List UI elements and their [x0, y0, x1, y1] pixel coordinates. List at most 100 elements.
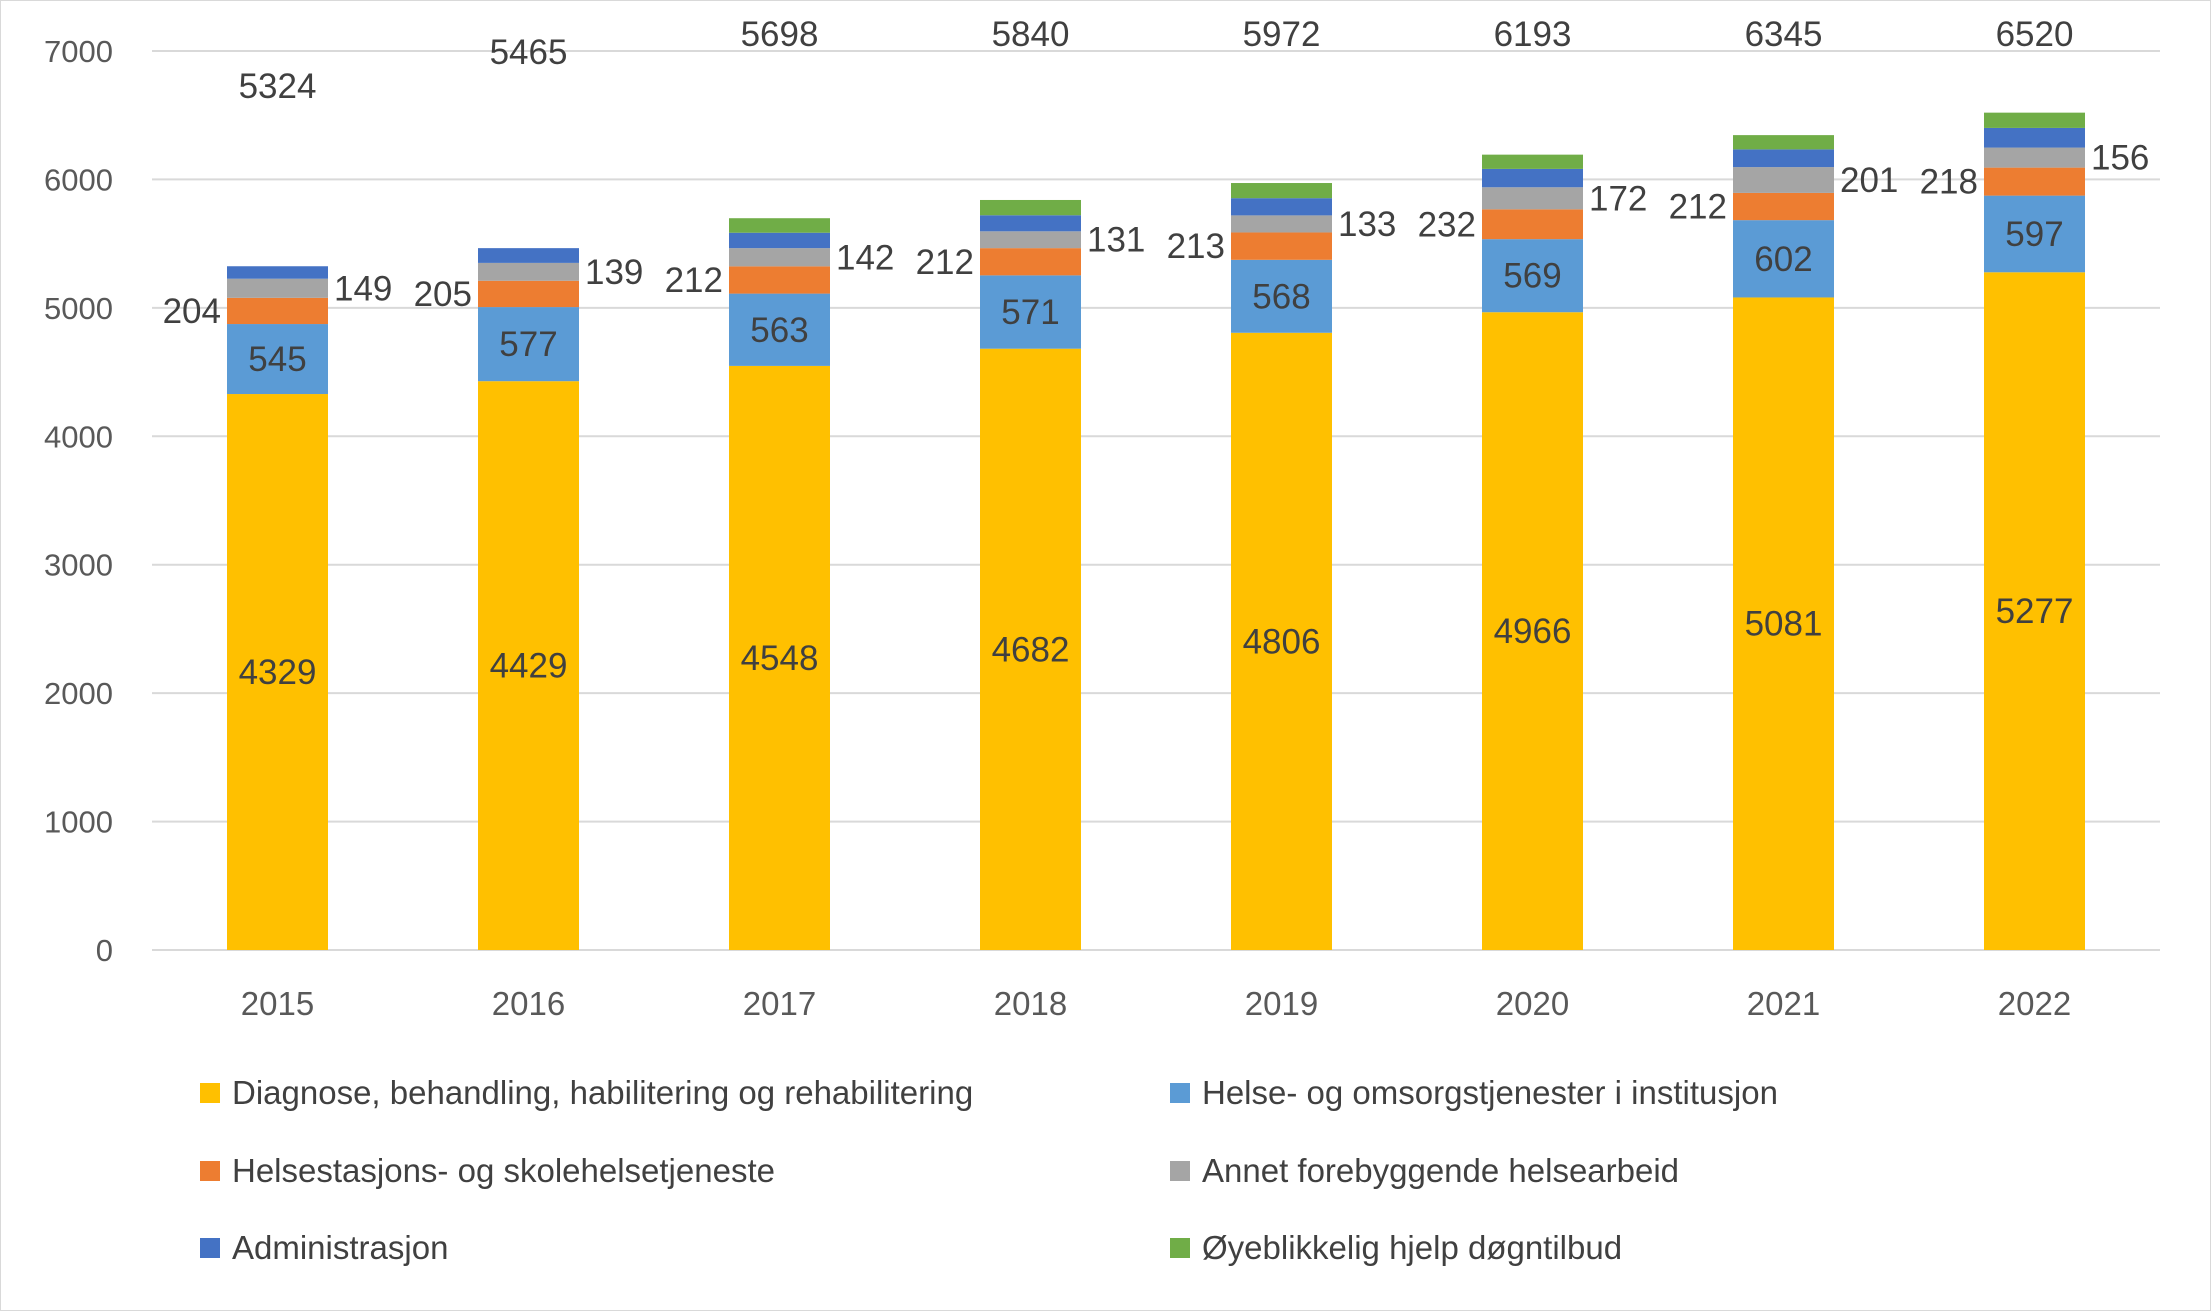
bar-segment	[227, 297, 328, 325]
bar-segment	[729, 266, 830, 294]
bar-segment	[227, 266, 328, 279]
total-label: 6345	[1745, 15, 1823, 54]
data-label: 4329	[239, 653, 317, 692]
data-label: 4806	[1243, 622, 1321, 661]
bar-segment	[1984, 127, 2085, 148]
data-label: 149	[334, 269, 392, 308]
x-tick-label: 2019	[1245, 985, 1318, 1022]
data-label: 204	[163, 292, 221, 331]
total-label: 5840	[992, 15, 1070, 54]
bar-segment	[1733, 297, 1834, 950]
data-label: 545	[248, 340, 306, 379]
y-tick-label: 0	[96, 933, 113, 968]
bar-segment	[1482, 187, 1583, 210]
y-tick-label: 3000	[44, 548, 113, 583]
data-label: 602	[1754, 240, 1812, 279]
bar-segment	[980, 248, 1081, 276]
bar-segment	[1733, 135, 1834, 150]
total-label: 6193	[1494, 15, 1572, 54]
bar-segment	[729, 218, 830, 233]
y-tick-label: 6000	[44, 162, 113, 197]
bar-segment	[1231, 215, 1332, 233]
data-label: 4548	[741, 639, 819, 678]
data-label: 212	[1669, 188, 1727, 227]
data-label: 201	[1840, 161, 1898, 200]
bar-segment	[1231, 332, 1332, 950]
total-label: 5465	[490, 33, 568, 72]
x-tick-label: 2016	[492, 985, 565, 1022]
data-label: 597	[2005, 215, 2063, 254]
data-label: 571	[1001, 293, 1059, 332]
bar-segment	[1984, 147, 2085, 168]
data-label: 131	[1087, 221, 1145, 260]
data-label: 139	[585, 253, 643, 292]
data-label: 4682	[992, 630, 1070, 669]
bar-segment	[478, 307, 579, 382]
bar-segment	[980, 199, 1081, 216]
data-label: 133	[1338, 205, 1396, 244]
bar-segment	[1984, 195, 2085, 273]
bar-segment	[1482, 154, 1583, 169]
bar-segment	[1482, 312, 1583, 950]
bar-segment	[1482, 239, 1583, 313]
x-tick-label: 2015	[241, 985, 314, 1022]
data-label: 4429	[490, 647, 568, 686]
bar-segment	[980, 231, 1081, 249]
data-label: 5081	[1745, 605, 1823, 644]
bar-segment	[1733, 167, 1834, 193]
y-tick-label: 1000	[44, 805, 113, 840]
bar-segment	[478, 262, 579, 281]
bar-segment	[980, 275, 1081, 349]
bar-segment	[1231, 259, 1332, 333]
total-label: 5698	[741, 15, 819, 54]
total-label: 6520	[1996, 15, 2074, 54]
bar-segment	[1733, 149, 1834, 168]
x-tick-label: 2017	[743, 985, 816, 1022]
bar-segment	[1231, 183, 1332, 199]
data-label: 156	[2091, 139, 2149, 178]
bar-segment	[478, 381, 579, 951]
data-label: 568	[1252, 277, 1310, 316]
y-tick-label: 2000	[44, 676, 113, 711]
bar-segment	[729, 293, 830, 366]
bar-segment	[729, 232, 830, 249]
bar-segment	[1733, 220, 1834, 298]
data-label: 563	[750, 311, 808, 350]
data-label: 577	[499, 325, 557, 364]
bar-segment	[980, 215, 1081, 232]
data-label: 4966	[1494, 612, 1572, 651]
bar-segment	[729, 365, 830, 950]
total-label: 5324	[239, 67, 317, 106]
bar-segment	[1231, 198, 1332, 216]
data-label: 569	[1503, 257, 1561, 296]
data-label: 213	[1167, 227, 1225, 266]
x-tick-label: 2021	[1747, 985, 1820, 1022]
y-tick-label: 5000	[44, 291, 113, 326]
data-label: 5277	[1996, 592, 2074, 631]
bar-segment	[1984, 112, 2085, 128]
total-label: 5972	[1243, 15, 1321, 54]
bar-segment	[227, 278, 328, 298]
bar-segment	[1482, 209, 1583, 240]
bar-segment	[478, 248, 579, 263]
x-tick-label: 2022	[1998, 985, 2071, 1022]
bar-segment	[478, 280, 579, 308]
bar-segment	[980, 348, 1081, 951]
bar-segment	[227, 324, 328, 395]
data-label: 212	[916, 243, 974, 282]
y-tick-label: 4000	[44, 419, 113, 454]
x-tick-label: 2020	[1496, 985, 1569, 1022]
data-label: 218	[1920, 163, 1978, 202]
data-label: 205	[414, 275, 472, 314]
bar-segment	[227, 394, 328, 950]
y-tick-label: 7000	[44, 34, 113, 69]
data-label: 232	[1418, 205, 1476, 244]
bar-segment	[1482, 168, 1583, 188]
bar-segment	[1733, 192, 1834, 221]
bar-segment	[1984, 272, 2085, 950]
bar-segment	[729, 248, 830, 267]
data-label: 142	[836, 238, 894, 277]
data-label: 212	[665, 261, 723, 300]
data-label: 172	[1589, 179, 1647, 218]
